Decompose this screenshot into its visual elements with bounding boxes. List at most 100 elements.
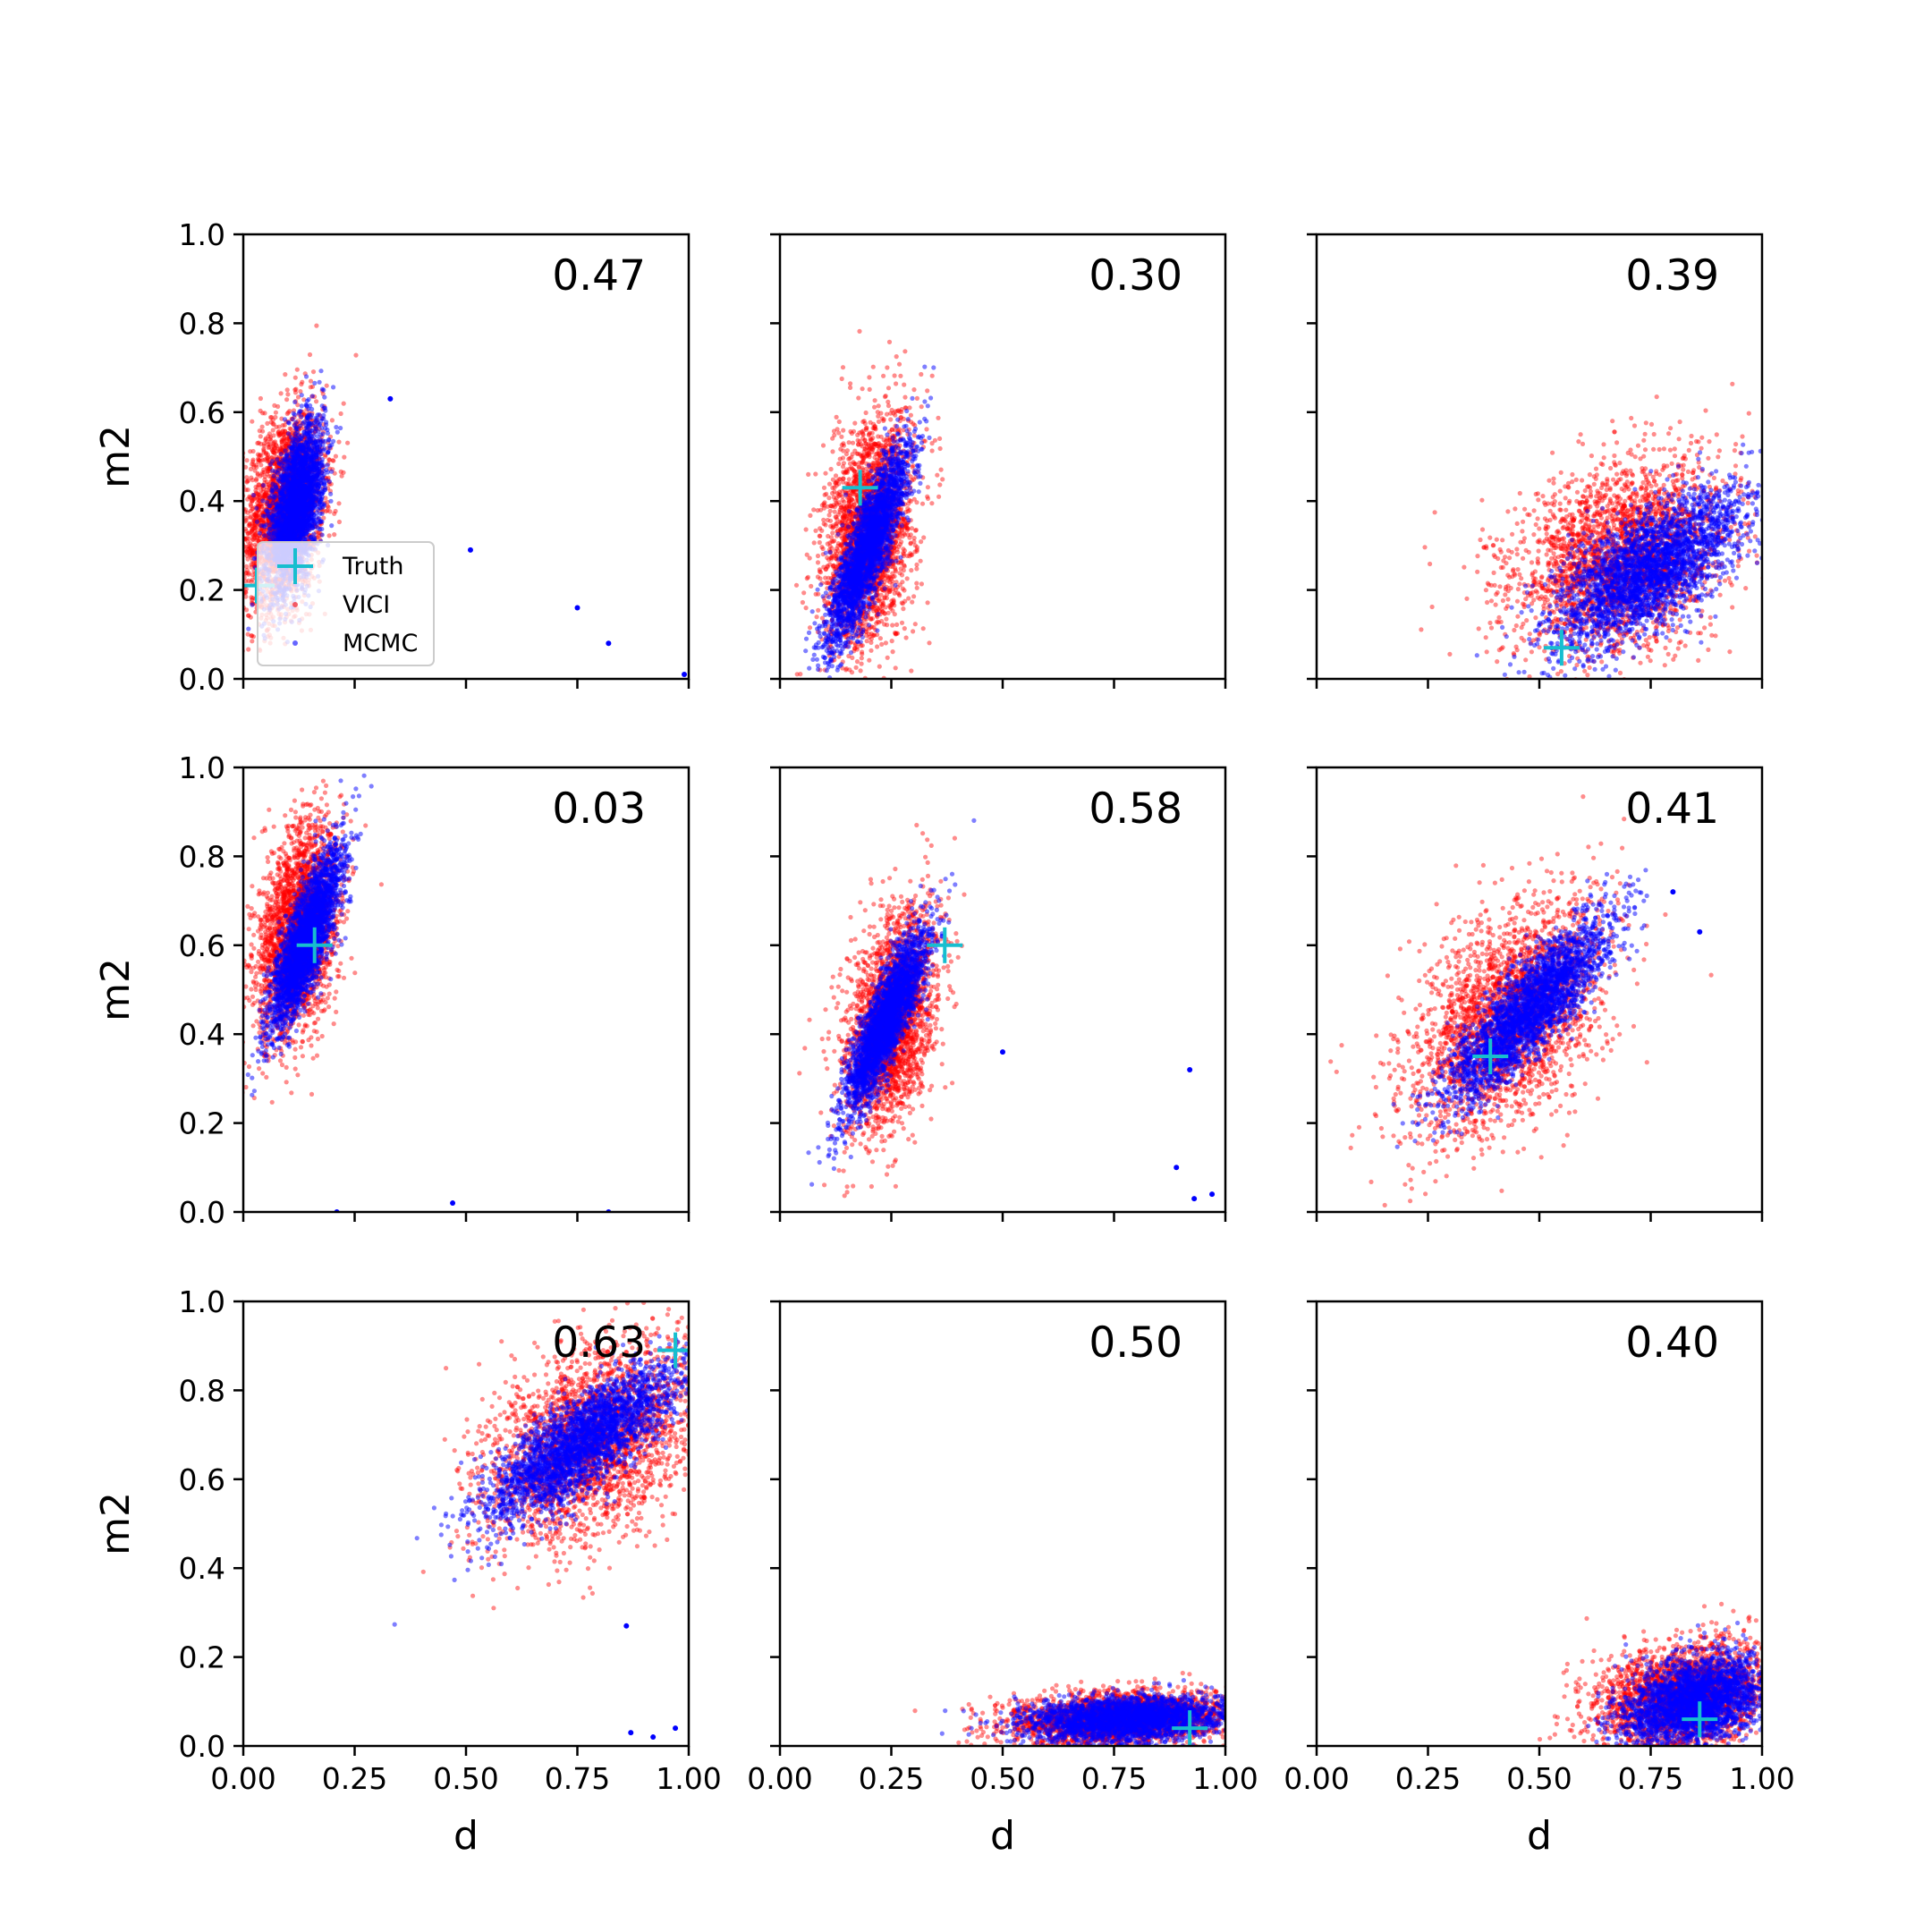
- scatter-point: [256, 440, 261, 445]
- scatter-point: [286, 420, 292, 426]
- scatter-point: [246, 578, 251, 584]
- scatter-point: [274, 444, 279, 449]
- scatter-point: [268, 517, 275, 522]
- scatter-point: [280, 445, 285, 450]
- scatter-point: [244, 536, 250, 541]
- scatter-point: [256, 495, 261, 500]
- scatter-point: [271, 421, 276, 427]
- scatter-point: [257, 497, 262, 504]
- scatter-point: [262, 494, 268, 499]
- scatter-point: [247, 494, 252, 499]
- scatter-point: [261, 446, 267, 452]
- scatter-point: [320, 489, 326, 496]
- scatter-point: [250, 550, 255, 555]
- scatter-point: [318, 369, 324, 374]
- scatter-point: [270, 533, 275, 538]
- scatter-point: [267, 444, 272, 450]
- scatter-point: [258, 518, 264, 523]
- scatter-point: [265, 452, 270, 457]
- scatter-point: [297, 423, 302, 428]
- scatter-point: [249, 579, 254, 584]
- scatter-point: [323, 408, 328, 413]
- scatter-point: [271, 447, 276, 453]
- scatter-point: [287, 451, 292, 456]
- scatter-point: [252, 513, 258, 518]
- scatter-point: [246, 530, 251, 536]
- scatter-point: [281, 438, 286, 444]
- scatter-point: [318, 452, 324, 457]
- scatter-point: [243, 589, 249, 595]
- scatter-point: [285, 472, 291, 478]
- scatter-point: [250, 634, 256, 640]
- scatter-point: [308, 385, 313, 390]
- scatter-point: [251, 464, 257, 470]
- scatter-point: [266, 469, 271, 474]
- scatter-point: [245, 496, 250, 502]
- scatter-point: [264, 489, 269, 495]
- scatter-point: [249, 633, 255, 639]
- scatter-point: [314, 323, 319, 328]
- scatter-point: [324, 467, 329, 473]
- scatter-point: [341, 470, 346, 475]
- scatter-point: [251, 522, 258, 528]
- scatter-point: [329, 418, 335, 423]
- scatter-point: [249, 547, 254, 553]
- scatter-point: [313, 481, 318, 487]
- scatter-point: [292, 387, 298, 393]
- scatter-point: [250, 597, 255, 603]
- scatter-point: [250, 462, 255, 467]
- scatter-point: [283, 372, 288, 377]
- scatter-point: [243, 529, 249, 534]
- scatter-point: [285, 431, 292, 436]
- scatter-point: [243, 571, 249, 576]
- scatter-point: [324, 419, 329, 425]
- scatter-point: [292, 399, 298, 405]
- scatter-point: [250, 448, 256, 454]
- scatter-point: [249, 564, 254, 570]
- scatter-point: [258, 453, 263, 458]
- scatter-point: [263, 436, 268, 441]
- scatter-point: [283, 431, 288, 436]
- scatter-point: [254, 513, 259, 518]
- scatter-point: [253, 525, 258, 530]
- scatter-point: [233, 489, 238, 494]
- scatter-point: [244, 549, 250, 555]
- scatter-point: [312, 423, 318, 428]
- scatter-point: [255, 452, 261, 457]
- scatter-point: [273, 439, 278, 445]
- scatter-point: [237, 484, 242, 488]
- scatter-point: [255, 500, 260, 506]
- scatter-point: [249, 595, 254, 600]
- scatter-point: [244, 564, 250, 570]
- scatter-point: [318, 495, 323, 500]
- scatter-point: [274, 485, 279, 490]
- scatter-point: [266, 467, 271, 472]
- scatter-point: [251, 496, 257, 502]
- scatter-point: [270, 448, 275, 453]
- scatter-point: [253, 530, 258, 537]
- scatter-point: [261, 494, 267, 499]
- scatter-point: [257, 482, 262, 487]
- scatter-point: [278, 516, 284, 522]
- scatter-point: [248, 545, 253, 550]
- scatter-point: [261, 448, 267, 453]
- scatter-point: [244, 567, 250, 573]
- scatter-point: [233, 490, 238, 495]
- scatter-point: [285, 497, 291, 503]
- scatter-point: [248, 541, 253, 547]
- scatter-point: [267, 495, 272, 500]
- scatter-point: [284, 397, 290, 402]
- scatter-point: [269, 447, 275, 453]
- scatter-point: [253, 532, 258, 538]
- scatter-point: [271, 449, 276, 455]
- scatter-point: [275, 520, 280, 525]
- scatter-point: [266, 481, 271, 487]
- scatter-point: [319, 403, 325, 409]
- scatter-point: [281, 470, 286, 476]
- scatter-point: [270, 421, 275, 427]
- scatter-point: [245, 544, 250, 549]
- scatter-point: [280, 428, 285, 434]
- scatter-point: [250, 459, 256, 464]
- scatter-point: [264, 487, 269, 493]
- scatter-point: [328, 498, 334, 504]
